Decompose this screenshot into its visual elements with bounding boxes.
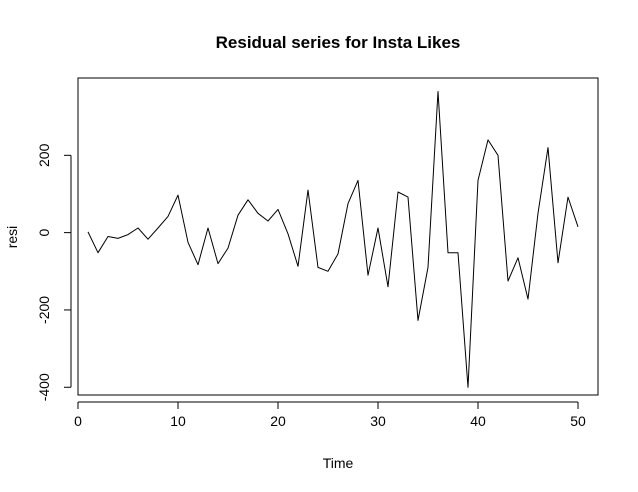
x-tick-label: 30	[370, 413, 386, 429]
x-axis: 0 10 20 30 40 50	[74, 401, 586, 429]
y-tick-label: -200	[36, 296, 52, 324]
plot-frame	[77, 77, 599, 396]
series-layer	[87, 91, 579, 388]
y-tick-label: 0	[36, 229, 52, 237]
series-line	[87, 91, 579, 388]
x-axis-label: Time	[323, 455, 354, 471]
x-tick-label: 40	[470, 413, 486, 429]
x-tick-label: 0	[74, 413, 82, 429]
y-tick-label: -400	[36, 373, 52, 401]
y-tick-label: 200	[36, 143, 52, 167]
x-tick-label: 10	[170, 413, 186, 429]
y-axis-label: resi	[4, 226, 20, 249]
y-axis: -400 -200 0 200	[36, 143, 72, 401]
x-tick-label: 50	[570, 413, 586, 429]
chart-title: Residual series for Insta Likes	[216, 33, 461, 52]
x-tick-label: 20	[270, 413, 286, 429]
